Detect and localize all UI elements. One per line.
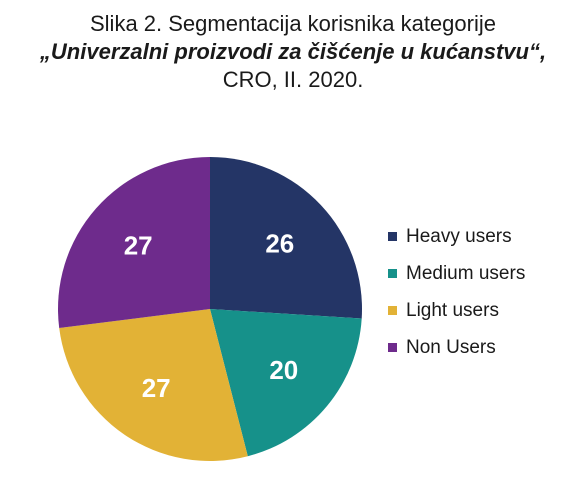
chart-title: Slika 2. Segmentacija korisnika kategori… xyxy=(0,10,586,94)
pie-slice-heavy-users xyxy=(210,157,362,319)
title-line-1: Slika 2. Segmentacija korisnika kategori… xyxy=(90,11,496,36)
legend-swatch-heavy-users xyxy=(388,232,397,241)
title-line-2: „Univerzalni proizvodi za čišćenje u kuć… xyxy=(39,39,547,64)
legend-swatch-light-users xyxy=(388,306,397,315)
pie-slice-light-users xyxy=(59,309,248,462)
slice-label-light-users: 27 xyxy=(142,373,171,403)
legend-label-medium-users: Medium users xyxy=(406,262,526,284)
legend-swatch-medium-users xyxy=(388,269,397,278)
pie-slice-non-users xyxy=(58,157,210,329)
slice-label-heavy-users: 26 xyxy=(265,228,294,258)
legend-label-non-users: Non Users xyxy=(406,336,496,358)
legend-label-heavy-users: Heavy users xyxy=(406,225,512,247)
legend-item-non-users: Non Users xyxy=(388,329,525,366)
pie-slice-medium-users xyxy=(210,309,362,457)
legend: Heavy users Medium users Light users Non Us… xyxy=(388,218,525,366)
legend-item-medium-users: Medium users xyxy=(388,255,525,292)
legend-label-light-users: Light users xyxy=(406,299,499,321)
legend-item-light-users: Light users xyxy=(388,292,525,329)
title-line-3: CRO, II. 2020. xyxy=(222,67,364,92)
slice-label-medium-users: 20 xyxy=(269,355,298,385)
slice-label-non-users: 27 xyxy=(124,231,153,261)
legend-item-heavy-users: Heavy users xyxy=(388,218,525,255)
legend-swatch-non-users xyxy=(388,343,397,352)
